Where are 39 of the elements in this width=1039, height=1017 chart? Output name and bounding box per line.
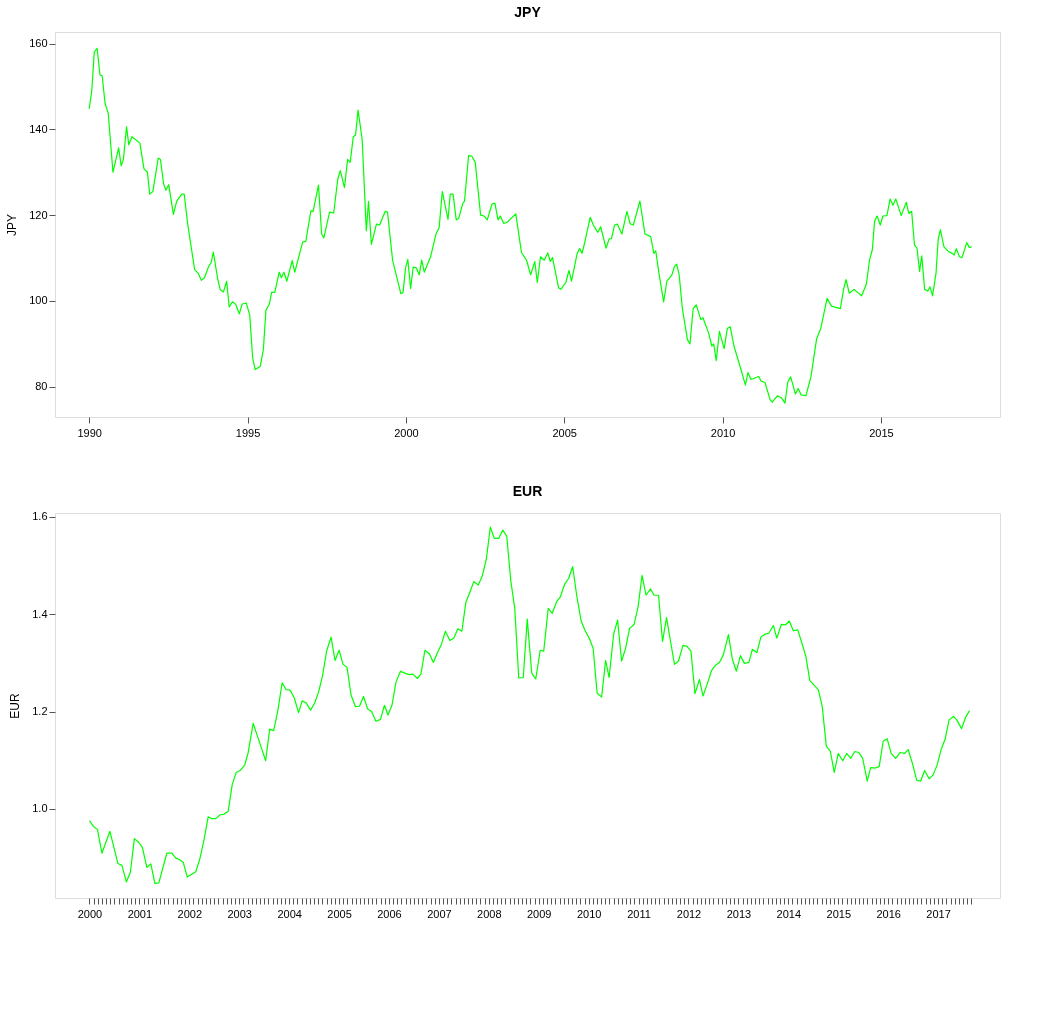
y-tick-label: 140 xyxy=(29,122,48,135)
chart-title: JPY xyxy=(514,4,542,20)
x-tick-label: 2005 xyxy=(552,426,577,439)
x-tick-label: 1995 xyxy=(235,426,261,439)
x-tick-label: 2012 xyxy=(676,907,702,920)
x-tick-label: 2000 xyxy=(77,907,103,920)
x-tick-label: 2003 xyxy=(227,907,252,920)
x-tick-label: 2014 xyxy=(776,907,802,920)
y-tick-label: 120 xyxy=(29,208,48,221)
y-tick-label: 160 xyxy=(29,37,48,50)
x-tick-label: 2002 xyxy=(177,907,203,920)
line-series xyxy=(88,47,973,404)
x-tick-label: 1990 xyxy=(77,426,102,439)
chart-title: EUR xyxy=(512,482,543,499)
line-series xyxy=(88,526,971,884)
x-tick-label: 2013 xyxy=(726,907,752,920)
x-tick-label: 2010 xyxy=(710,426,736,439)
y-tick-label: 1.2 xyxy=(32,705,48,718)
y-tick-label: 1.0 xyxy=(32,802,48,815)
x-tick-label: 2011 xyxy=(627,907,651,920)
x-tick-label: 2005 xyxy=(327,907,352,920)
x-tick-label: 2008 xyxy=(477,907,502,920)
x-tick-label: 2007 xyxy=(427,907,452,920)
x-tick-label: 2015 xyxy=(826,907,851,920)
y-tick-label: 1.6 xyxy=(32,510,48,523)
x-tick-label: 2015 xyxy=(869,426,894,439)
y-axis-title: EUR xyxy=(8,693,23,719)
y-tick-label: 1.4 xyxy=(32,607,48,620)
x-tick-label: 2004 xyxy=(277,907,302,920)
x-tick-label: 2009 xyxy=(526,907,552,920)
x-tick-label: 2016 xyxy=(876,907,901,920)
x-tick-label: 2006 xyxy=(377,907,402,920)
x-tick-label: 2000 xyxy=(394,426,419,439)
x-tick-label: 2001 xyxy=(127,907,153,920)
x-tick-label: 2010 xyxy=(576,907,602,920)
y-tick-label: 80 xyxy=(35,380,48,393)
x-tick-label: 2017 xyxy=(926,907,951,920)
y-tick-label: 100 xyxy=(29,294,48,307)
y-axis-title: JPY xyxy=(5,213,20,237)
